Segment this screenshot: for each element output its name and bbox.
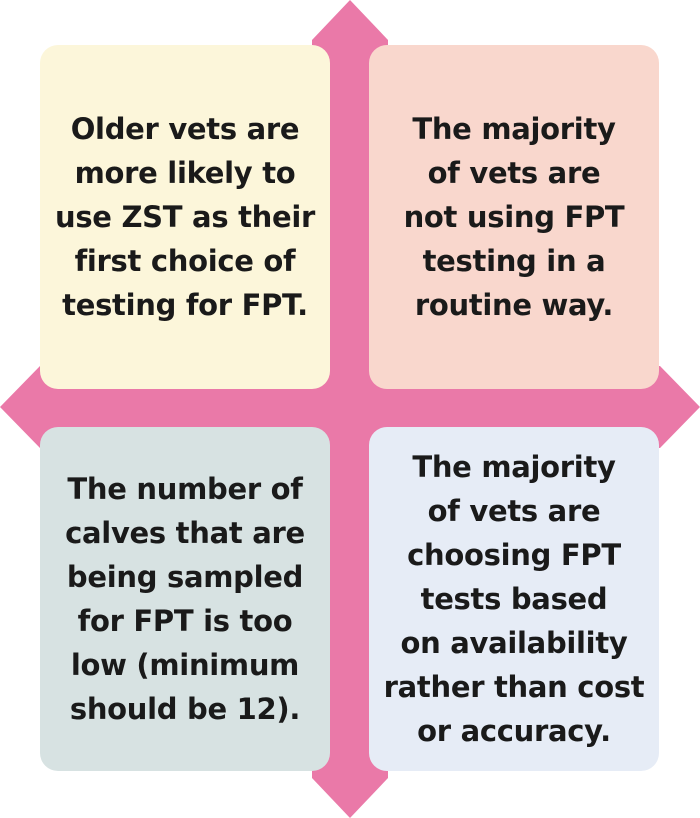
quadrant-bottom-right-text: The majority of vets are choosing FPT te…: [383, 450, 645, 748]
quadrant-bottom-right-card: The majority of vets are choosing FPT te…: [369, 427, 659, 771]
quadrant-top-right-text: The majority of vets are not using FPT t…: [403, 112, 625, 322]
quadrant-top-left-text: Older vets are more likely to use ZST as…: [54, 112, 315, 322]
quadrant-top-left-card: Older vets are more likely to use ZST as…: [40, 45, 330, 389]
quadrant-bottom-left-card: The number of calves that are being samp…: [40, 427, 330, 771]
quadrant-bottom-left-text: The number of calves that are being samp…: [65, 472, 305, 726]
quadrant-top-right-card: The majority of vets are not using FPT t…: [369, 45, 659, 389]
